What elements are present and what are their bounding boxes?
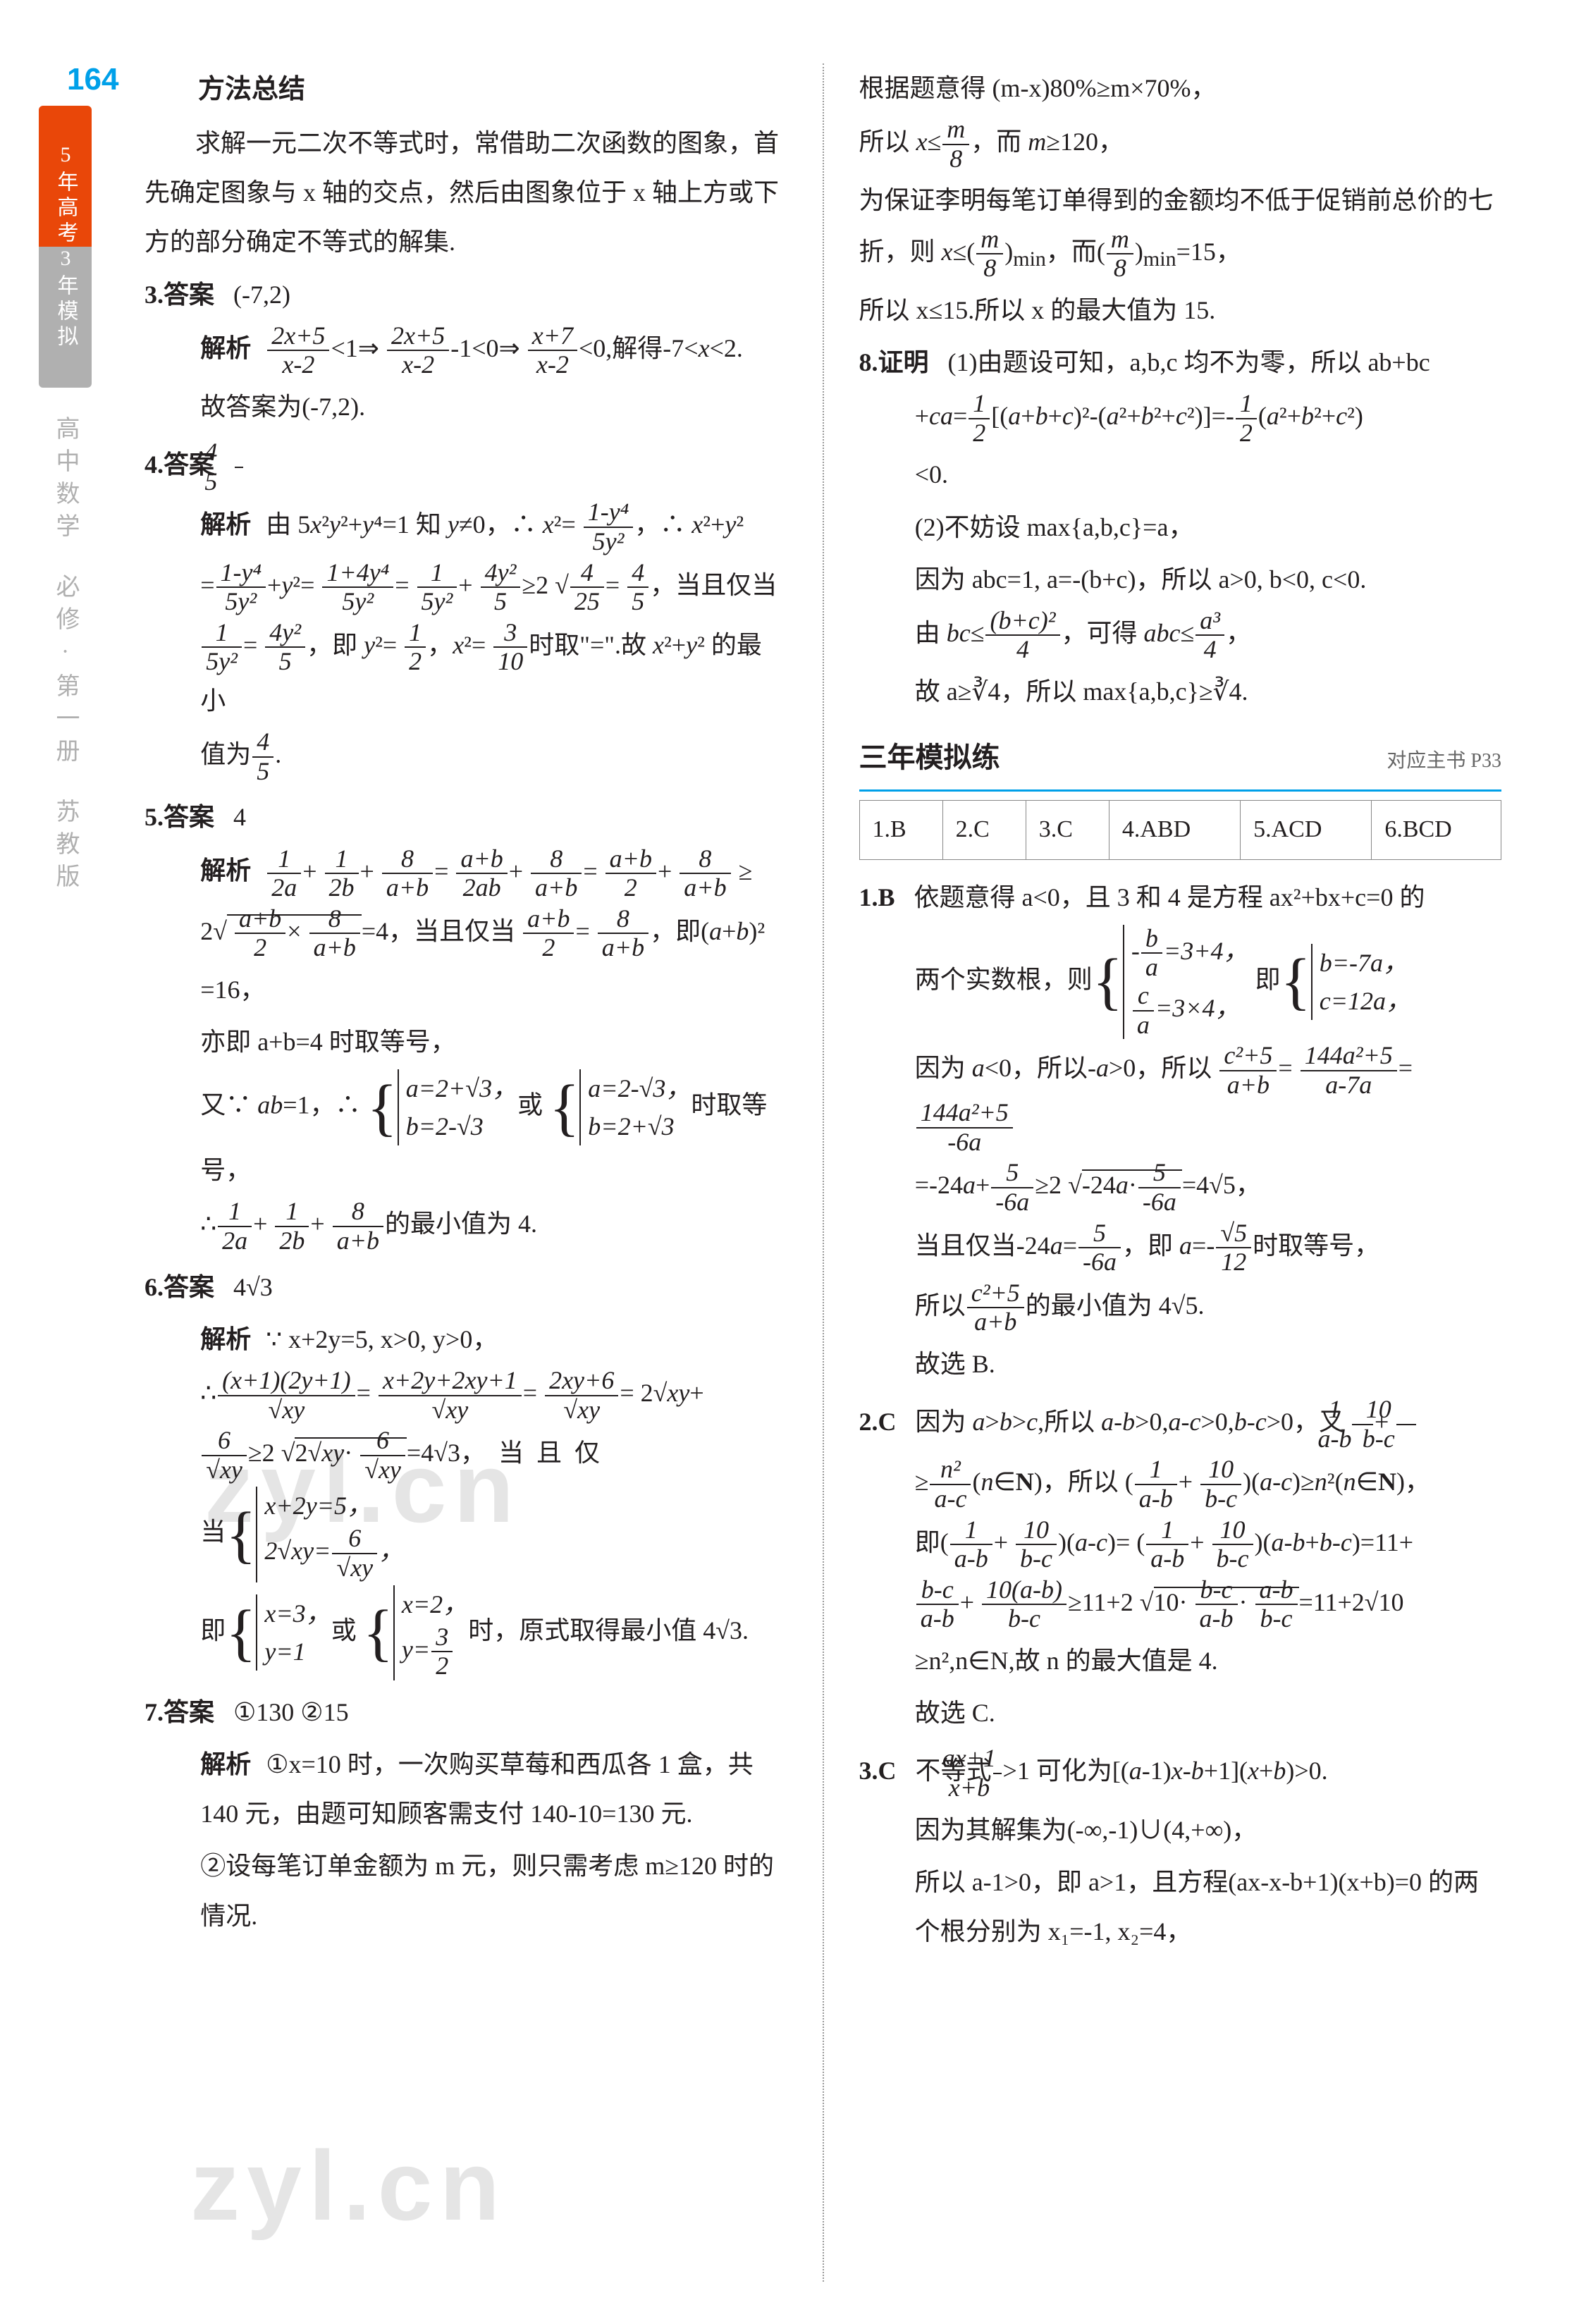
page-number: 164	[67, 62, 118, 97]
table-cell: 2.C	[942, 801, 1026, 859]
q6-line1: ∵ x+2y=5, x>0, y>0，	[266, 1325, 498, 1353]
q7c-line4: 所以 x≤15.所以 x 的最大值为 15.	[859, 285, 1502, 335]
q7-label: 7.答案	[145, 1698, 214, 1726]
q8-line4: (2)不妨设 max{a,b,c}=a，	[859, 503, 1502, 552]
rq2-line6: 故选 C.	[859, 1688, 1502, 1738]
rq1-label: 1.B	[859, 883, 895, 911]
q8-line7: 故 a≥∛4，所以 max{a,b,c}≥∛4.	[859, 667, 1502, 716]
content-area: 方法总结 求解一元二次不等式时，常借助二次函数的图象，首先确定图象与 x 轴的交…	[145, 63, 1523, 2282]
rq2: 2.C 因为 a>b>c,所以 a-b>0,a-c>0,b-c>0，又 1a-b…	[859, 1396, 1502, 1738]
spine-logo-bottom: 3年模拟	[50, 247, 81, 350]
section-title: 三年模拟练	[859, 730, 1000, 785]
q8: 8.证明 (1)由题设可知，a,b,c 均不为零，所以 ab+bc +ca=12…	[859, 338, 1502, 716]
q5-line3: =16，	[145, 965, 787, 1014]
section-ref: 对应主书 P33	[1387, 742, 1501, 781]
table-cell: 6.BCD	[1372, 801, 1501, 859]
spine: 5年高考 3年模拟 高中数学 必修·第一册 苏教版	[39, 106, 92, 896]
q8-label: 8.证明	[859, 348, 929, 376]
q3-answer: (-7,2)	[233, 281, 290, 309]
spine-logo-top: 5年高考	[50, 143, 81, 247]
left-column: 方法总结 求解一元二次不等式时，常借助二次函数的图象，首先确定图象与 x 轴的交…	[145, 63, 823, 2282]
q5-line4: 亦即 a+b=4 时取等号，	[145, 1017, 787, 1066]
rq3-label: 3.C	[859, 1757, 897, 1785]
q7: 7.答案 ①130 ②15 解析 ①x=10 时，一次购买草莓和西瓜各 1 盒，…	[145, 1687, 787, 1941]
q8-line5: 因为 abc=1, a=-(b+c)，所以 a>0, b<0, c<0.	[859, 555, 1502, 604]
table-cell: 3.C	[1026, 801, 1109, 859]
section-header: 三年模拟练 对应主书 P33	[859, 730, 1502, 792]
q6-analysis-label: 解析	[200, 1325, 251, 1353]
q7-line1: ①x=10 时，一次购买草莓和西瓜各 1 盒，共 140 元，由题可知顾客需支付…	[200, 1750, 754, 1828]
q4-label: 4.答案	[145, 450, 214, 479]
spine-volume: 必修·第一册	[48, 574, 82, 770]
q4: 4.答案 45 解析 由 5x²y²+y⁴=1 知 y≠0，∴ x²= 1-y⁴…	[145, 438, 787, 785]
rq3: 3.C 不等式ax+1x+b>1 可化为[(a-1)x-b+1](x+b)>0.…	[859, 1745, 1502, 1956]
q7-answer: ①130 ②15	[233, 1698, 349, 1726]
rq3-line2: 因为其解集为(-∞,-1)∪(4,+∞)，	[859, 1805, 1502, 1855]
rq3-line3: 所以 a-1>0，即 a>1，且方程(ax-x-b+1)(x+b)=0 的两个根…	[859, 1857, 1502, 1956]
answer-table: 1.B 2.C 3.C 4.ABD 5.ACD 6.BCD	[859, 800, 1502, 859]
q5-answer: 4	[233, 803, 246, 831]
q8-line3: <0.	[859, 450, 1502, 499]
table-cell: 5.ACD	[1241, 801, 1372, 859]
method-body: 求解一元二次不等式时，常借助二次函数的图象，首先确定图象与 x 轴的交点，然后由…	[145, 118, 787, 267]
rq2-label: 2.C	[859, 1408, 897, 1436]
q4-analysis-label: 解析	[200, 510, 251, 539]
method-title: 方法总结	[145, 63, 787, 116]
spine-logo: 5年高考 3年模拟	[39, 106, 92, 388]
rq1-line1: 依题意得 a<0，且 3 和 4 是方程 ax²+bx+c=0 的	[914, 883, 1425, 911]
q6-label: 6.答案	[145, 1273, 214, 1301]
table-cell: 1.B	[859, 801, 942, 859]
table-cell: 4.ABD	[1109, 801, 1240, 859]
q7-analysis-label: 解析	[200, 1750, 251, 1778]
q8-line1: (1)由题设可知，a,b,c 均不为零，所以 ab+bc	[948, 348, 1430, 376]
right-column: 根据题意得 (m-x)80%≥m×70%， 所以 x≤m8，而 m≥120， 为…	[823, 63, 1523, 2282]
q3: 3.答案 (-7,2) 解析 2x+5x-2<1⇒ 2x+5x-2-1<0⇒ x…	[145, 270, 787, 432]
rq1-line7: 故选 B.	[859, 1339, 1502, 1389]
spine-subject: 高中数学	[48, 416, 82, 546]
q5-analysis-label: 解析	[200, 856, 251, 885]
q7c-line1: 根据题意得 (m-x)80%≥m×70%，	[859, 63, 1502, 113]
q6: 6.答案 4√3 解析 ∵ x+2y=5, x>0, y>0， ∴(x+1)(2…	[145, 1262, 787, 1680]
q3-label: 3.答案	[145, 281, 214, 309]
q3-analysis-2: 故答案为(-7,2).	[145, 382, 787, 431]
q7-line2: ②设每笔订单金额为 m 元，则只需考虑 m≥120 时的情况.	[145, 1841, 787, 1940]
q5-label: 5.答案	[145, 803, 214, 831]
q3-analysis-label: 解析	[200, 334, 251, 362]
q5: 5.答案 4 解析 12a+ 12b+ 8a+b= a+b2ab+ 8a+b= …	[145, 792, 787, 1255]
rq2-line5: ≥n²,n∈N,故 n 的最大值是 4.	[859, 1636, 1502, 1685]
rq1: 1.B 依题意得 a<0，且 3 和 4 是方程 ax²+bx+c=0 的 两个…	[859, 873, 1502, 1389]
spine-edition: 苏教版	[48, 799, 82, 896]
